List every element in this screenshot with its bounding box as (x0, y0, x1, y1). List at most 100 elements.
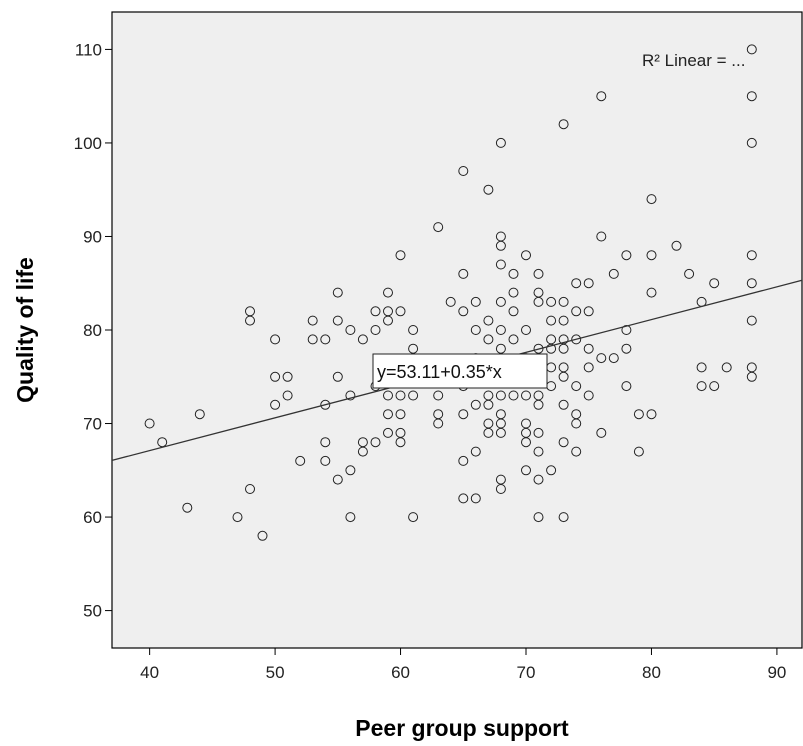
data-point (458, 166, 469, 176)
data-point (546, 296, 557, 307)
x-tick-label: 40 (140, 663, 159, 682)
data-point (470, 399, 481, 410)
data-point (696, 362, 707, 373)
data-point (633, 446, 644, 457)
data-point (608, 353, 619, 364)
data-point (508, 268, 519, 279)
data-point (245, 315, 255, 326)
data-point (495, 390, 506, 401)
data-point (270, 334, 281, 345)
data-point (508, 390, 519, 401)
data-point (596, 353, 607, 364)
data-point (307, 315, 318, 326)
data-point (458, 493, 469, 504)
data-point (395, 437, 406, 448)
data-point (746, 315, 757, 326)
data-point (408, 512, 419, 523)
data-point (558, 315, 569, 326)
data-point (433, 418, 444, 429)
data-point (483, 399, 494, 410)
data-point (621, 381, 632, 392)
data-point (696, 381, 707, 392)
data-point (583, 306, 594, 317)
data-point (571, 334, 582, 345)
data-point (621, 343, 632, 354)
data-point (521, 390, 531, 401)
data-point (470, 493, 481, 504)
data-point (546, 343, 557, 354)
data-point (521, 325, 531, 335)
data-point (483, 427, 494, 438)
data-point (495, 343, 506, 354)
data-point (521, 465, 531, 476)
data-point (433, 390, 444, 401)
data-point (646, 287, 657, 298)
data-point (746, 44, 757, 55)
data-point (232, 512, 243, 523)
data-point (345, 512, 356, 523)
data-point (558, 343, 569, 354)
data-point (558, 437, 569, 448)
data-point (445, 296, 456, 307)
data-point (495, 259, 506, 270)
data-point (282, 371, 293, 382)
y-tick-label: 90 (83, 227, 102, 246)
data-point (357, 334, 368, 345)
data-point (571, 306, 582, 317)
y-tick-label: 50 (83, 602, 102, 621)
data-point (508, 287, 519, 298)
data-point (521, 437, 531, 448)
data-point (470, 446, 481, 457)
y-tick-label: 80 (83, 321, 102, 340)
data-point (345, 325, 356, 335)
data-point (646, 409, 657, 420)
data-point (721, 362, 732, 373)
x-tick-label: 80 (642, 663, 661, 682)
data-point (521, 250, 531, 261)
data-point (533, 512, 544, 523)
data-point (495, 296, 506, 307)
data-point (571, 446, 582, 457)
data-point (483, 334, 494, 345)
data-point (533, 399, 544, 410)
data-point (709, 381, 720, 392)
data-point (533, 296, 544, 307)
y-tick-label: 100 (74, 134, 102, 153)
data-point (270, 399, 281, 410)
data-point (194, 409, 205, 420)
x-tick-label: 70 (517, 663, 536, 682)
data-point (558, 512, 569, 523)
y-axis-title: Quality of life (12, 257, 38, 403)
data-point (320, 455, 331, 466)
data-point (383, 315, 393, 326)
x-tick-label: 90 (767, 663, 786, 682)
data-point (182, 502, 193, 513)
data-point (608, 268, 619, 279)
data-point (345, 465, 356, 476)
data-point (533, 474, 544, 485)
data-point (671, 240, 682, 251)
data-point (320, 437, 331, 448)
data-point (508, 334, 519, 345)
data-point (483, 184, 494, 195)
data-point (458, 268, 469, 279)
x-axis: 40 50 60 70 80 90 (140, 648, 786, 682)
data-point (596, 231, 607, 242)
y-tick-label: 110 (75, 40, 102, 59)
data-point (458, 455, 469, 466)
r2-label: R² Linear = ... (642, 51, 745, 70)
equation-label: y=53.11+0.35*x (377, 362, 502, 382)
data-point (746, 278, 757, 289)
data-point (470, 296, 481, 307)
data-point (684, 268, 695, 279)
y-axis: 50 60 70 80 90 100 110 (74, 40, 112, 621)
equation-label-box (372, 353, 548, 389)
data-point (746, 250, 757, 261)
data-point (320, 399, 331, 410)
data-point (383, 409, 393, 420)
data-point (332, 287, 343, 298)
data-point (408, 325, 419, 335)
data-point (320, 334, 331, 345)
